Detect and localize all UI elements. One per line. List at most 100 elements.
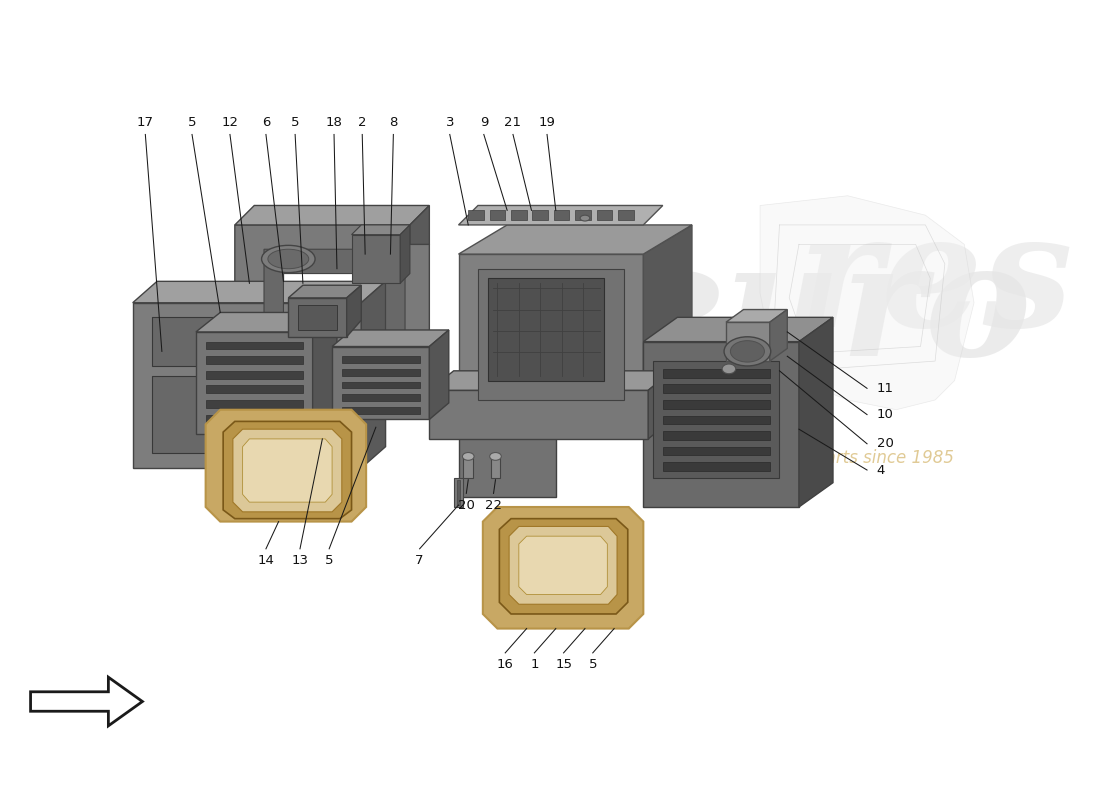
Polygon shape <box>206 356 302 364</box>
Polygon shape <box>491 458 501 478</box>
Ellipse shape <box>490 453 502 460</box>
Polygon shape <box>799 318 833 507</box>
Polygon shape <box>596 210 613 220</box>
Polygon shape <box>519 536 607 594</box>
Polygon shape <box>352 234 400 283</box>
Polygon shape <box>342 369 419 376</box>
Polygon shape <box>152 318 337 329</box>
Polygon shape <box>726 322 770 361</box>
Polygon shape <box>459 254 644 429</box>
Polygon shape <box>644 342 799 507</box>
Polygon shape <box>532 210 548 220</box>
Polygon shape <box>342 407 419 414</box>
Polygon shape <box>152 376 226 454</box>
Polygon shape <box>206 410 366 522</box>
Text: 9: 9 <box>480 116 488 130</box>
Polygon shape <box>133 302 361 468</box>
Text: euro: euro <box>624 235 1032 390</box>
Polygon shape <box>456 480 461 505</box>
Ellipse shape <box>268 250 309 269</box>
Polygon shape <box>644 318 833 342</box>
Polygon shape <box>459 429 556 498</box>
Polygon shape <box>152 405 337 417</box>
Polygon shape <box>233 429 342 512</box>
Polygon shape <box>400 225 410 283</box>
Polygon shape <box>663 431 770 440</box>
Polygon shape <box>499 518 628 614</box>
Polygon shape <box>152 346 337 358</box>
Text: 18: 18 <box>326 116 342 130</box>
Polygon shape <box>352 225 410 234</box>
Text: 20: 20 <box>877 438 893 450</box>
Polygon shape <box>663 446 770 455</box>
Polygon shape <box>663 415 770 424</box>
Text: 16: 16 <box>497 658 514 671</box>
Text: 15: 15 <box>556 658 572 671</box>
Text: 22: 22 <box>485 498 502 511</box>
Polygon shape <box>342 382 419 388</box>
Polygon shape <box>152 318 226 366</box>
Text: 19: 19 <box>539 116 556 130</box>
Ellipse shape <box>730 341 764 362</box>
Polygon shape <box>663 462 770 471</box>
Polygon shape <box>206 400 302 408</box>
Text: 6: 6 <box>262 116 271 130</box>
Polygon shape <box>196 332 312 434</box>
Ellipse shape <box>724 337 771 366</box>
Text: res: res <box>798 206 1072 360</box>
Polygon shape <box>223 422 352 518</box>
Polygon shape <box>770 310 788 361</box>
Polygon shape <box>663 369 770 378</box>
Ellipse shape <box>262 246 315 273</box>
Polygon shape <box>509 526 617 604</box>
Ellipse shape <box>462 453 474 460</box>
Ellipse shape <box>580 215 590 221</box>
Polygon shape <box>644 225 692 429</box>
Text: 11: 11 <box>877 382 894 395</box>
Polygon shape <box>206 386 302 393</box>
Polygon shape <box>298 305 337 330</box>
Polygon shape <box>512 210 527 220</box>
Polygon shape <box>243 439 332 502</box>
Text: 5: 5 <box>290 116 299 130</box>
Text: a passion for parts since 1985: a passion for parts since 1985 <box>703 450 954 467</box>
Polygon shape <box>429 330 449 419</box>
Polygon shape <box>288 286 361 298</box>
Polygon shape <box>760 196 974 410</box>
Text: 5: 5 <box>324 554 333 567</box>
Polygon shape <box>429 371 672 390</box>
Polygon shape <box>288 298 346 337</box>
Polygon shape <box>575 210 591 220</box>
Polygon shape <box>332 346 429 419</box>
Polygon shape <box>663 385 770 393</box>
Polygon shape <box>618 210 634 220</box>
Text: 5: 5 <box>188 116 196 130</box>
Polygon shape <box>312 313 337 434</box>
Polygon shape <box>663 400 770 409</box>
Polygon shape <box>469 210 484 220</box>
Polygon shape <box>459 225 692 254</box>
Text: 13: 13 <box>292 554 308 567</box>
Polygon shape <box>206 371 302 378</box>
Polygon shape <box>206 342 302 350</box>
Polygon shape <box>726 310 788 322</box>
Polygon shape <box>196 313 337 332</box>
Text: 3: 3 <box>446 116 454 130</box>
Polygon shape <box>490 210 505 220</box>
Polygon shape <box>478 269 624 400</box>
Polygon shape <box>342 356 419 363</box>
Text: 20: 20 <box>458 498 475 511</box>
Polygon shape <box>346 286 361 337</box>
Polygon shape <box>483 507 644 629</box>
Text: 5: 5 <box>588 658 597 671</box>
Ellipse shape <box>722 364 736 374</box>
Polygon shape <box>459 206 663 225</box>
Polygon shape <box>429 390 648 439</box>
Text: 8: 8 <box>389 116 397 130</box>
Text: 21: 21 <box>505 116 521 130</box>
Polygon shape <box>453 478 463 507</box>
Polygon shape <box>133 282 386 302</box>
Polygon shape <box>152 434 337 446</box>
Polygon shape <box>459 410 580 429</box>
Text: 2: 2 <box>358 116 366 130</box>
